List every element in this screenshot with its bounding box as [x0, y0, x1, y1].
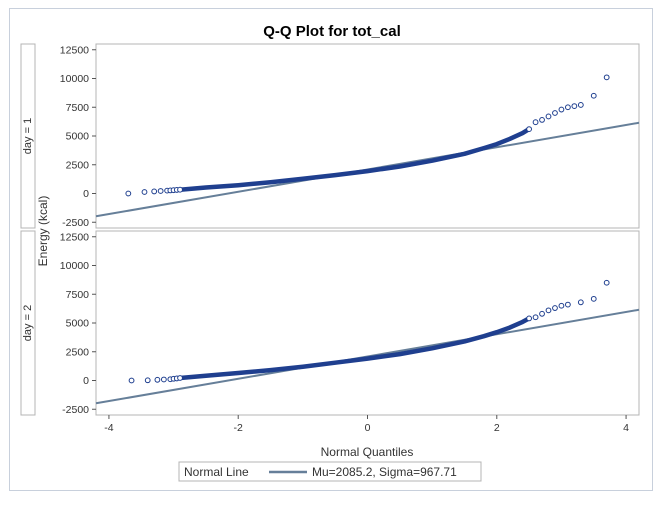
panel-day1: -2500 0 2500 5000 7500 10000 12500	[60, 43, 640, 229]
data-point	[552, 305, 558, 311]
panel-day2: -2500 0 2500 5000 7500 10000 12500	[60, 230, 640, 416]
y-tick-label: 7500	[66, 289, 90, 301]
data-point	[552, 110, 558, 116]
data-point	[539, 310, 545, 317]
legend: Normal Line Mu=2085.2, Sigma=967.71	[178, 461, 482, 482]
data-point	[545, 113, 552, 120]
dense-observations	[177, 316, 532, 381]
strip-label-day2: day = 2	[22, 305, 34, 341]
x-tick-label: 2	[494, 422, 500, 434]
x-axis-label: Normal Quantiles	[321, 445, 414, 459]
y-tick-label: 10000	[60, 260, 89, 272]
y-tick-label: 10000	[60, 73, 89, 85]
data-point	[564, 104, 571, 111]
data-point	[157, 188, 164, 194]
y-tick-label: 7500	[66, 102, 90, 114]
data-point	[558, 302, 565, 309]
data-point	[532, 314, 539, 321]
strip-label-day1: day = 1	[22, 118, 34, 154]
chart-frame: Q-Q Plot for tot_cal day = 1 day = 2 Ene…	[9, 8, 653, 491]
data-point	[564, 301, 571, 308]
y-tick-label: 0	[83, 375, 89, 387]
data-point	[603, 74, 610, 81]
x-tick-label: -4	[104, 422, 113, 434]
data-point	[577, 299, 584, 306]
legend-entry-label: Mu=2085.2, Sigma=967.71	[312, 465, 457, 479]
x-tick-label: -2	[234, 422, 243, 434]
y-tick-label: 0	[83, 188, 89, 200]
dense-observations	[177, 126, 532, 192]
y-tick-label: -2500	[62, 404, 89, 416]
data-point	[177, 186, 183, 193]
data-point	[526, 126, 533, 132]
data-point	[128, 377, 135, 384]
legend-title: Normal Line	[184, 465, 249, 479]
data-point	[526, 315, 533, 322]
y-tick-label: 2500	[66, 159, 90, 171]
y-axis-label: Energy (kcal)	[36, 196, 50, 267]
x-tick-label: 4	[623, 422, 629, 434]
data-point	[125, 190, 132, 197]
y-tick-label: 12500	[60, 44, 89, 56]
strip-day1: day = 1	[20, 43, 36, 229]
data-point	[539, 117, 545, 123]
data-point	[577, 102, 584, 108]
data-point	[545, 307, 552, 314]
y-tick-label: 5000	[66, 318, 90, 330]
x-tick-label: 0	[365, 422, 371, 434]
strip-day2: day = 2	[20, 230, 36, 416]
data-point	[141, 189, 148, 195]
y-tick-label: -2500	[62, 217, 89, 229]
data-point	[571, 103, 578, 109]
x-axis: -4 -2 0 2 4	[104, 415, 629, 434]
data-point	[590, 92, 597, 99]
qq-plot-svg: Q-Q Plot for tot_cal day = 1 day = 2 Ene…	[20, 23, 640, 482]
data-point	[603, 279, 610, 286]
y-tick-label: 5000	[66, 131, 90, 143]
data-point	[532, 119, 539, 126]
data-point	[154, 376, 161, 383]
data-point	[177, 375, 183, 381]
data-point	[160, 376, 167, 383]
data-point	[151, 188, 158, 195]
data-point	[144, 377, 151, 384]
data-point	[558, 106, 565, 113]
y-tick-label: 12500	[60, 231, 89, 243]
y-tick-label: 2500	[66, 346, 90, 358]
chart-title: Q-Q Plot for tot_cal	[263, 23, 401, 40]
data-point	[590, 295, 597, 302]
